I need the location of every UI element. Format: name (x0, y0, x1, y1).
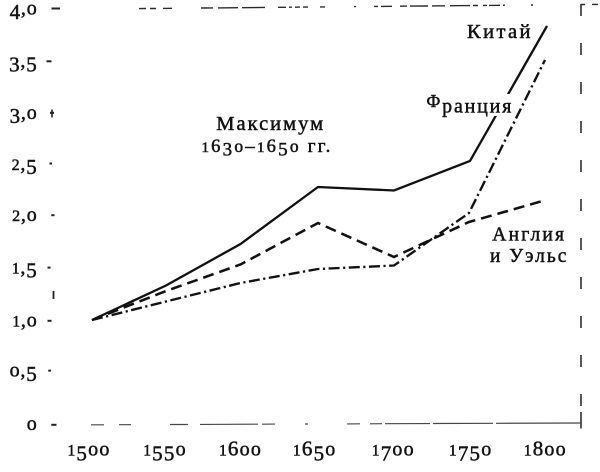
svg-text:163o–165o гг.: 163o–165o гг. (201, 136, 332, 161)
svg-text:175o: 175o (449, 439, 493, 466)
svg-text:17oo: 17oo (372, 439, 415, 466)
svg-text:Максимум: Максимум (216, 113, 325, 135)
svg-text:o: o (27, 413, 38, 435)
svg-text:3,o: 3,o (10, 102, 38, 128)
svg-text:2,o: 2,o (12, 204, 37, 226)
svg-text:3,5: 3,5 (9, 50, 37, 76)
svg-text:155o: 155o (143, 439, 187, 466)
svg-text:Англия: Англия (492, 224, 566, 245)
svg-text:и Уэльс: и Уэльс (490, 246, 568, 267)
svg-text:4,o: 4,o (10, 0, 38, 24)
svg-text:2,5: 2,5 (12, 153, 38, 179)
svg-text:15oo: 15oo (67, 439, 110, 466)
svg-text:Франция: Франция (427, 91, 514, 117)
svg-text:1,5: 1,5 (12, 256, 38, 282)
svg-text:16oo: 16oo (219, 437, 262, 461)
svg-text:1,o: 1,o (12, 310, 37, 332)
svg-text:o,5: o,5 (10, 360, 38, 386)
svg-text:Китай: Китай (467, 21, 533, 43)
